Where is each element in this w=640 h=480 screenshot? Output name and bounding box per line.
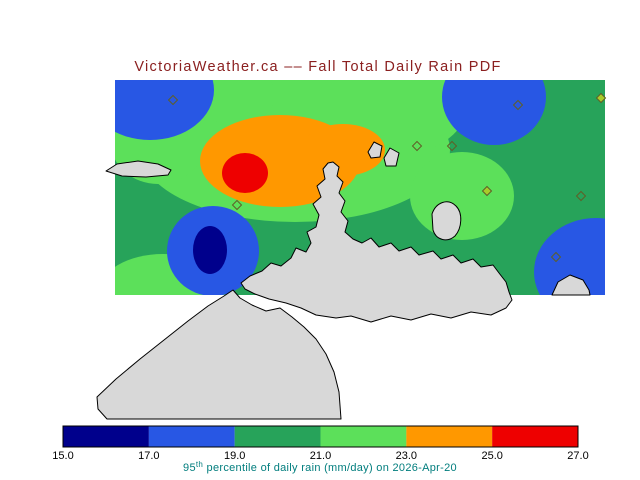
- colorbar-tick-15: 15.0: [52, 450, 73, 462]
- figure-caption: 95th percentile of daily rain (mm/day) o…: [183, 460, 457, 474]
- colorbar-segment-21-23: [320, 426, 407, 447]
- colorbar-tick-19: 19.0: [224, 450, 245, 462]
- station-marker: [595, 92, 607, 104]
- station-marker: [167, 94, 179, 106]
- contour-level-21-23: [195, 80, 275, 125]
- station-marker: [411, 140, 423, 152]
- contour-level-21-23: [410, 152, 514, 240]
- colorbar-segment-25-27: [492, 426, 578, 447]
- colorbar-border: [62, 425, 579, 448]
- colorbar-tick-17: 17.0: [138, 450, 159, 462]
- colorbar-tick-27: 27.0: [567, 450, 588, 462]
- caption-base: 95: [183, 462, 196, 474]
- caption-superscript: th: [196, 460, 203, 469]
- island-west: [105, 160, 172, 178]
- island-sidney-2: [383, 147, 400, 167]
- station-marker: [446, 140, 458, 152]
- contour-level-15-17-min: [193, 226, 227, 274]
- contour-level-17-19: [534, 218, 605, 295]
- island-east: [431, 201, 462, 241]
- contour-level-17-19: [115, 80, 214, 140]
- colorbar-segment-19-21: [234, 426, 321, 447]
- station-marker: [512, 99, 524, 111]
- landmass-victoria-saanich: [240, 161, 513, 323]
- station-layer: [167, 92, 607, 263]
- colorbar-segment-23-25: [406, 426, 493, 447]
- colorbar-segment-17-19: [148, 426, 235, 447]
- station-marker: [231, 199, 243, 211]
- contour-level-25-27-max: [222, 153, 268, 193]
- colorbar-tick-23: 23.0: [396, 450, 417, 462]
- landmass-olympic-peninsula: [96, 289, 342, 420]
- island-southeast: [551, 274, 591, 296]
- colorbar-segment-15-17: [63, 426, 149, 447]
- figure-title: VictoriaWeather.ca –– Fall Total Daily R…: [134, 59, 501, 75]
- island-sidney-1: [367, 141, 383, 159]
- colorbar-tick-25: 25.0: [481, 450, 502, 462]
- land-layer: [96, 141, 591, 420]
- station-marker: [481, 185, 493, 197]
- station-marker: [550, 251, 562, 263]
- contour-level-23-25: [301, 124, 385, 176]
- station-marker: [575, 190, 587, 202]
- caption-rest: percentile of daily rain (mm/day) on 202…: [203, 462, 457, 474]
- contour-field: [115, 80, 605, 295]
- colorbar-tick-21: 21.0: [310, 450, 331, 462]
- colorbar: 15.0 17.0 19.0 21.0 23.0 25.0 27.0: [52, 425, 589, 462]
- contour-level-17-19: [442, 80, 546, 145]
